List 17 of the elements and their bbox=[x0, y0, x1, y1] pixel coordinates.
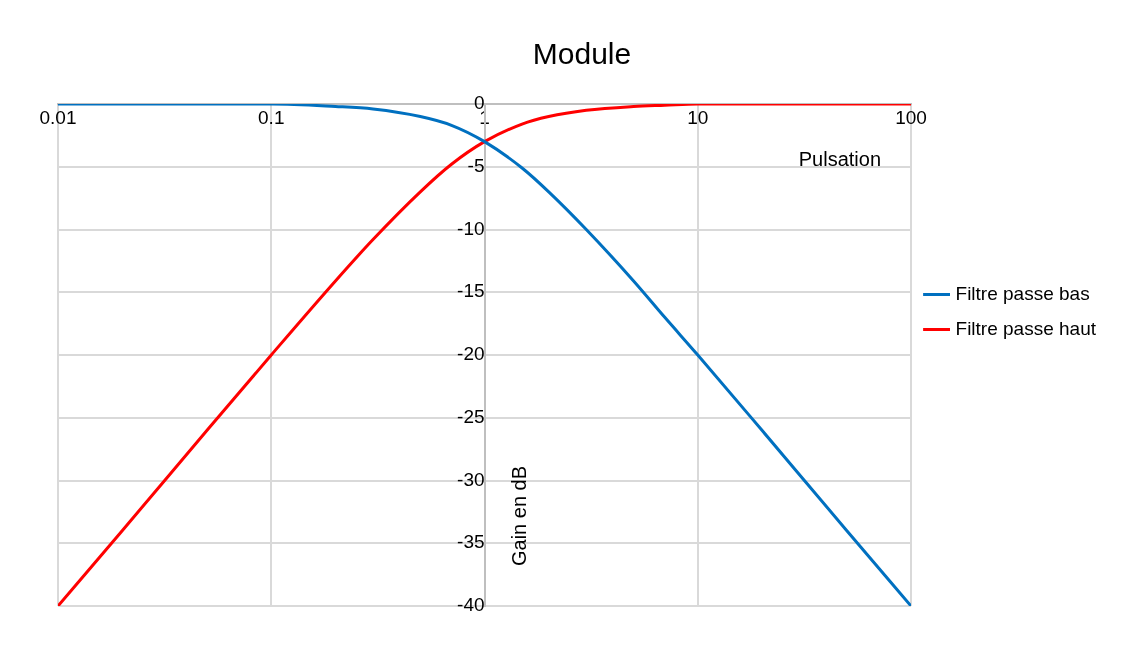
y-tick-label: -20 bbox=[457, 343, 485, 365]
y-tick-label: -40 bbox=[457, 594, 485, 616]
x-tick-label: 10 bbox=[687, 106, 709, 128]
y-tick-label: -35 bbox=[457, 531, 485, 553]
y-tick-label: -30 bbox=[457, 468, 485, 490]
y-axis-title: Gain en dB bbox=[508, 465, 531, 566]
x-tick-label: 100 bbox=[895, 106, 927, 128]
legend-label: Filtre passe haut bbox=[955, 317, 1097, 339]
x-tick-label: 0.1 bbox=[258, 106, 285, 128]
chart-title: Module bbox=[532, 37, 632, 71]
y-tick-label: -10 bbox=[457, 217, 485, 239]
y-tick-label: -25 bbox=[457, 405, 485, 427]
y-tick-label: -5 bbox=[467, 154, 485, 176]
y-tick-label: -15 bbox=[457, 280, 485, 302]
x-tick-label: 0.01 bbox=[39, 106, 77, 128]
x-axis-title: Pulsation bbox=[798, 147, 882, 170]
legend-label: Filtre passe bas bbox=[955, 282, 1090, 304]
